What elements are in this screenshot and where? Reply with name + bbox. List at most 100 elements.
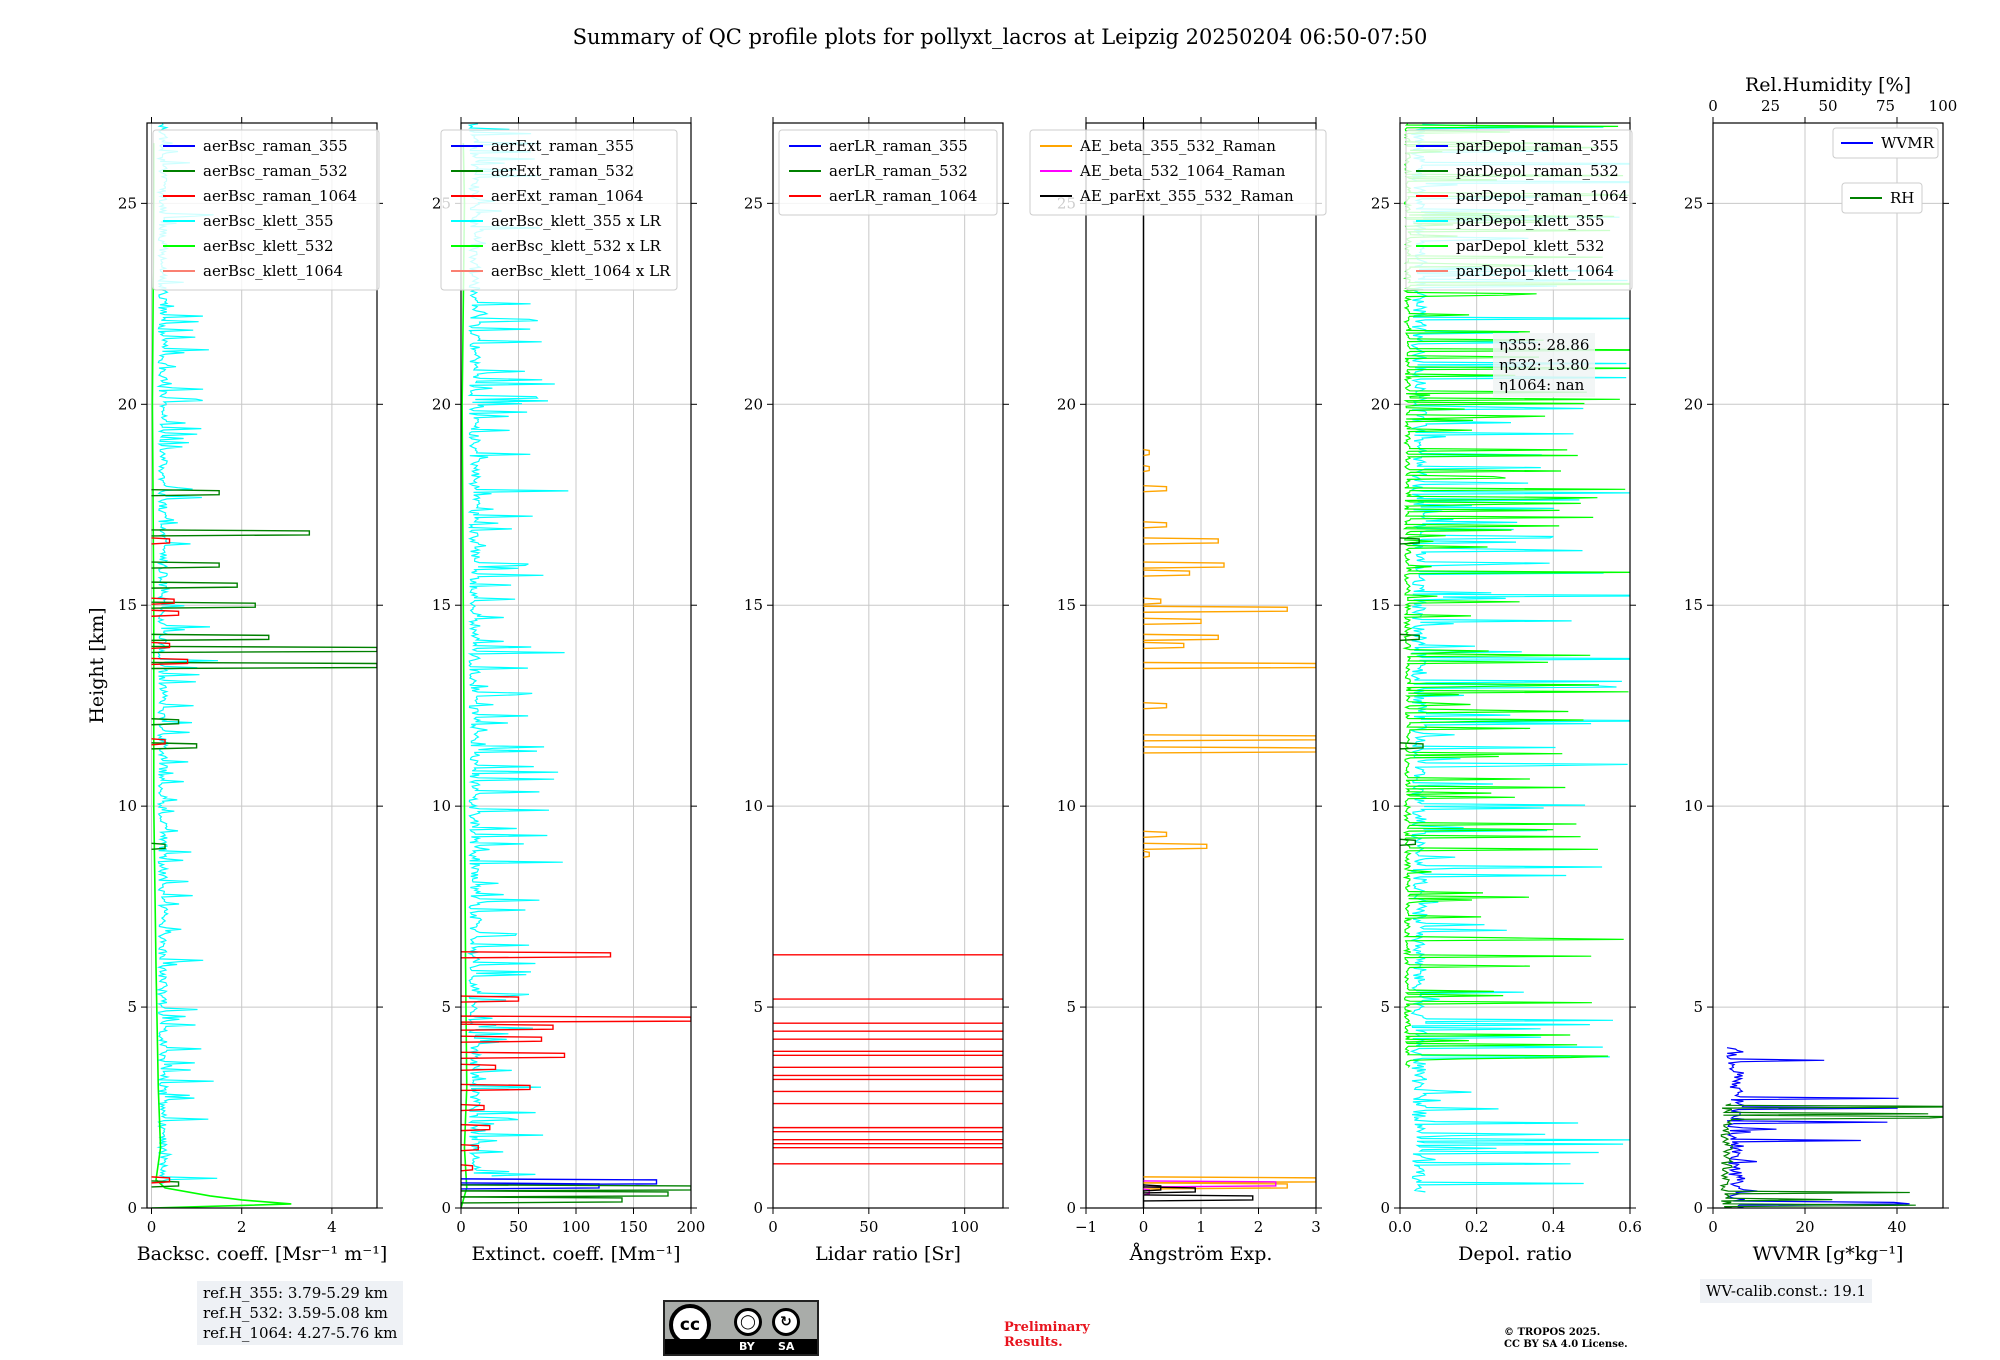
- spike-aerBsc_raman_1064: [151, 609, 180, 617]
- x-tick-label: 50: [509, 1218, 528, 1236]
- spike-AE_parExt_355_532_Raman: [1143, 1186, 1196, 1194]
- spike-AE_beta_355_532_Raman: [1143, 448, 1150, 457]
- spike-aerBsc_raman_1064: [151, 597, 175, 605]
- spike-aerExt_raman_1064: [461, 1123, 491, 1132]
- y-tick-label: 5: [753, 998, 763, 1016]
- sa-share-icon: ↻: [772, 1308, 800, 1336]
- cc-badge-bottom: BY SA: [665, 1339, 817, 1354]
- legend-label: parDepol_klett_532: [1456, 237, 1605, 255]
- y-tick-label: 15: [1057, 596, 1076, 614]
- spike-aerExt_raman_1064: [461, 1051, 566, 1059]
- x-axis-label: Extinct. coeff. [Mm⁻¹]: [471, 1243, 680, 1265]
- legend-label: aerExt_raman_1064: [491, 187, 644, 205]
- spike-aerExt_raman_1064: [461, 1164, 474, 1172]
- spike-aerBsc_raman_532: [151, 581, 238, 589]
- legend-label: parDepol_klett_355: [1456, 212, 1605, 230]
- y-axis-label: Height [km]: [86, 607, 108, 723]
- spike-aerBsc_raman_532: [151, 742, 198, 750]
- spike-AE_beta_532_1064_Raman: [1143, 1188, 1150, 1196]
- y-tick-label: 15: [744, 596, 763, 614]
- legend-label: AE_beta_355_532_Raman: [1079, 137, 1276, 155]
- spike-aerExt_raman_532: [461, 1184, 691, 1192]
- ref-h-355: ref.H_355: 3.79-5.29 km: [203, 1284, 388, 1302]
- legend-label: aerBsc_klett_355: [203, 212, 334, 230]
- spike-aerExt_raman_355: [461, 1178, 658, 1186]
- legend-label: aerBsc_klett_532 x LR: [491, 237, 662, 255]
- spike-aerBsc_raman_532: [151, 661, 377, 670]
- spike-AE_beta_355_532_Raman: [1143, 633, 1219, 642]
- x-axis-label: WVMR [g*kg⁻¹]: [1753, 1243, 1904, 1265]
- y-tick-label: 20: [1371, 395, 1390, 413]
- x2-tick-label: 75: [1876, 97, 1895, 115]
- spike-aerBsc_raman_532: [151, 489, 220, 497]
- legend-label: aerLR_raman_355: [829, 137, 968, 155]
- spike-aerBsc_raman_1064: [151, 1176, 171, 1184]
- spike-AE_beta_355_532_Raman: [1143, 569, 1191, 577]
- legend-label: aerBsc_klett_1064: [203, 262, 343, 280]
- y-tick-label: 10: [1684, 797, 1703, 815]
- spike-aerBsc_raman_532: [151, 633, 270, 642]
- spike-AE_beta_355_532_Raman: [1143, 537, 1219, 545]
- legend-box: [778, 129, 998, 216]
- series-aerBsc_klett_532: [151, 143, 292, 1208]
- preliminary-line2: Results.: [1004, 1335, 1063, 1350]
- spike-aerBsc_raman_532: [151, 529, 311, 537]
- spike-aerExt_raman_532: [461, 1190, 669, 1198]
- panel-frame: [1712, 122, 1944, 1209]
- x-tick-label: 40: [1887, 1218, 1906, 1236]
- legend-label: aerBsc_klett_1064 x LR: [491, 262, 671, 280]
- eta-532: η532: 13.80: [1499, 356, 1590, 374]
- spike-AE_beta_355_532_Raman: [1143, 561, 1225, 569]
- y-tick-label: 5: [127, 998, 137, 1016]
- legend-label: aerExt_raman_532: [491, 162, 634, 180]
- spike-parDepol_raman_532: [1400, 742, 1424, 750]
- eta-1064: η1064: nan: [1499, 376, 1585, 394]
- legend-box: [152, 129, 380, 291]
- cc-by-label: BY: [739, 1340, 755, 1353]
- series-aerBsc_klett_355: [155, 123, 219, 1185]
- x-tick-label: −1: [1075, 1218, 1097, 1236]
- y-tick-label: 10: [1371, 797, 1390, 815]
- x-tick-label: 0: [147, 1218, 157, 1236]
- panel-data: [1719, 1047, 1943, 1208]
- legend-label: RH: [1890, 189, 1914, 207]
- spike-AE_beta_355_532_Raman: [1143, 746, 1316, 754]
- spike-AE_beta_355_532_Raman: [1143, 1176, 1316, 1184]
- x-tick-label: 0.2: [1465, 1218, 1489, 1236]
- spike-aerExt_raman_532: [461, 1196, 623, 1204]
- series-WVMR: [1726, 1047, 1910, 1208]
- spike-AE_beta_355_532_Raman: [1143, 464, 1150, 473]
- ref-h-532: ref.H_532: 3.59-5.08 km: [203, 1304, 388, 1322]
- y-tick-label: 0: [127, 1199, 137, 1217]
- spike-aerExt_raman_1064: [461, 1144, 479, 1152]
- legend-label: AE_beta_532_1064_Raman: [1079, 162, 1286, 180]
- panel-2: 0501001502000510152025Extinct. coeff. [M…: [432, 117, 705, 1265]
- panel-4: −101230510152025Ångström Exp.AE_beta_355…: [1029, 117, 1327, 1265]
- legend-label: parDepol_klett_1064: [1456, 262, 1614, 280]
- y-tick-label: 20: [744, 395, 763, 413]
- x-tick-label: 150: [619, 1218, 648, 1236]
- spike-aerExt_raman_1064: [461, 995, 520, 1003]
- eta-355: η355: 28.86: [1499, 336, 1590, 354]
- x-axis-label: Lidar ratio [Sr]: [815, 1243, 961, 1265]
- panel-data: [151, 123, 377, 1208]
- x-tick-label: 0.6: [1618, 1218, 1642, 1236]
- y-tick-label: 5: [1066, 998, 1076, 1016]
- preliminary-note: Preliminary Results.: [1004, 1320, 1090, 1350]
- legend-label: parDepol_raman_355: [1456, 137, 1619, 155]
- spike-AE_parExt_355_532_Raman: [1143, 1184, 1162, 1192]
- spike-aerBsc_raman_532: [151, 561, 220, 569]
- spike-AE_beta_355_532_Raman: [1143, 1182, 1288, 1190]
- x-tick-label: 100: [950, 1218, 979, 1236]
- ref-h-1064: ref.H_1064: 4.27-5.76 km: [203, 1324, 398, 1342]
- y-tick-label: 15: [1371, 596, 1390, 614]
- x-tick-label: 0: [1139, 1218, 1149, 1236]
- legend-label: aerExt_raman_355: [491, 137, 634, 155]
- panel-5: 0.0 0.2 0.4 0.6 0 5 10 15 20 25 Depol. ratio parDep…: [1371, 117, 1642, 1265]
- x2-tick-label: 25: [1761, 97, 1780, 115]
- spike-aerBsc_raman_532: [151, 601, 256, 609]
- x-tick-label: 0.4: [1541, 1218, 1565, 1236]
- y-tick-label: 5: [441, 998, 451, 1016]
- panel-frame: [1399, 122, 1631, 1209]
- y-tick-label: 20: [432, 395, 451, 413]
